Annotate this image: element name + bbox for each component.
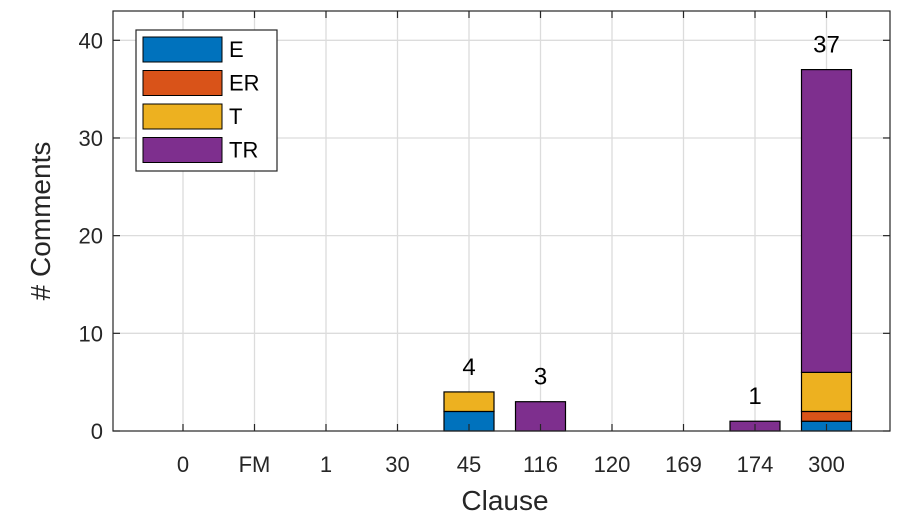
total-labels: 4 3 1 37 <box>462 32 840 411</box>
x-tick-label: 30 <box>385 452 409 477</box>
legend-swatch-t <box>142 103 223 130</box>
plot-frame <box>112 10 891 432</box>
x-tick-label: 1 <box>320 452 332 477</box>
x-tick-label: 0 <box>177 452 189 477</box>
legend-swatch-er <box>142 70 223 96</box>
x-tick-label: 174 <box>737 452 774 477</box>
x-tick-label: 116 <box>523 452 558 477</box>
legend-label-tr: TR <box>229 138 258 163</box>
y-tick-label: 20 <box>79 224 103 249</box>
legend-label-t: T <box>229 104 242 129</box>
bar-segment-t <box>443 391 495 413</box>
bar-segment-tr <box>800 69 853 373</box>
x-tick-label: 120 <box>594 452 631 477</box>
y-tick-label: 10 <box>79 321 103 346</box>
y-tick-label: 30 <box>79 126 103 151</box>
legend-label-er: ER <box>229 71 260 96</box>
x-axis-title: Clause <box>461 485 548 516</box>
total-label: 3 <box>534 364 547 391</box>
x-tick-label: 45 <box>457 452 481 477</box>
y-tick-label: 0 <box>91 419 103 444</box>
axis-ticks: 0 10 20 30 40 0 FM 1 30 45 116 120 169 174 300 <box>79 11 890 477</box>
x-tick-label: 169 <box>665 452 702 477</box>
y-tick-label: 40 <box>79 28 103 53</box>
x-tick-label: 300 <box>808 452 845 477</box>
bar-segment-er <box>800 410 853 422</box>
bars <box>443 69 853 432</box>
total-label: 37 <box>813 32 840 59</box>
legend-label-e: E <box>229 37 244 62</box>
total-label: 1 <box>748 383 761 410</box>
legend-swatch-tr <box>142 137 223 163</box>
x-tick-label: FM <box>239 452 271 477</box>
y-axis-title: # Comments <box>25 142 56 301</box>
legend-swatch-e <box>142 36 223 63</box>
total-label: 4 <box>462 354 475 381</box>
legend: E ER T TR <box>135 29 278 172</box>
bar-segment-t <box>800 371 853 413</box>
